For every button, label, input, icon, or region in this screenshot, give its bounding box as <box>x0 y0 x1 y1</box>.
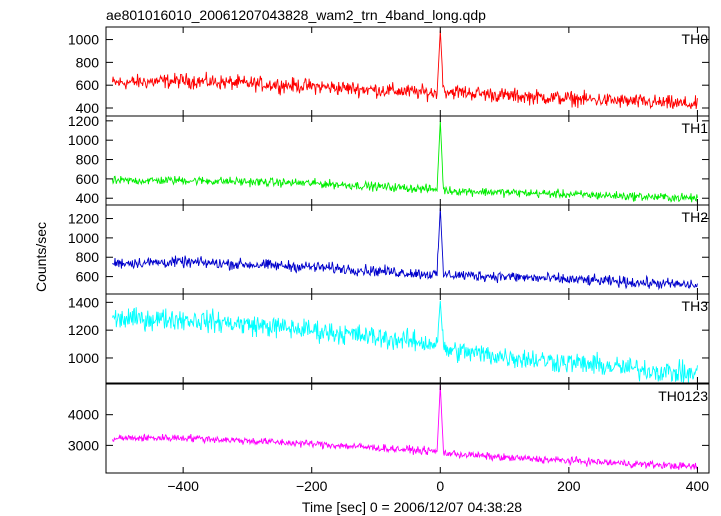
x-axis-label: Time [sec] 0 = 2006/12/07 04:38:28 <box>302 499 522 515</box>
y-axis-label: Counts/sec <box>33 222 49 292</box>
y-tick-label: 600 <box>76 171 100 187</box>
panel-label-th1: TH1 <box>682 120 709 136</box>
series-line-th3 <box>112 300 698 383</box>
panel-frame <box>105 204 710 295</box>
x-tick-label: 200 <box>557 478 581 494</box>
panel-label-th2: TH2 <box>682 209 709 225</box>
y-tick-label: 1200 <box>68 211 99 227</box>
y-tick-label: 4000 <box>68 407 99 423</box>
y-tick-label: 800 <box>76 54 100 70</box>
panel-th0: 400 600 800 1000 TH0 <box>68 26 710 117</box>
y-tick-label: 1200 <box>68 113 99 129</box>
y-tick-label: 1200 <box>68 322 99 338</box>
y-tick-label: 1000 <box>68 32 99 48</box>
panel-label-th0: TH0 <box>682 31 709 47</box>
y-tick-label: 800 <box>76 152 100 168</box>
panel-frame <box>105 293 710 384</box>
series-line-th0123 <box>112 385 698 471</box>
series-line-th0 <box>111 30 698 110</box>
x-tick-label: −400 <box>167 478 199 494</box>
panel-th0123: 3000 4000 TH0123 <box>68 383 710 474</box>
x-tick-label: −200 <box>296 478 328 494</box>
panel-frame <box>105 26 710 117</box>
y-tick-label: 400 <box>76 100 100 116</box>
panel-label-th0123: TH0123 <box>658 388 708 404</box>
panel-th1: 400 600 800 1000 1200 TH1 <box>68 113 710 206</box>
y-tick-label: 1400 <box>68 294 99 310</box>
series-line-th2 <box>112 207 698 291</box>
y-tick-label: 1000 <box>68 350 99 366</box>
series-line-th1 <box>111 120 698 203</box>
panel-label-th3: TH3 <box>682 298 709 314</box>
y-tick-label: 800 <box>76 249 100 265</box>
x-tick-label: 0 <box>436 478 444 494</box>
chart-title: ae801016010_20061207043828_wam2_trn_4ban… <box>106 7 486 23</box>
y-tick-label: 3000 <box>68 437 99 453</box>
y-tick-label: 600 <box>76 77 100 93</box>
y-tick-label: 400 <box>76 190 100 206</box>
y-tick-label: 1000 <box>68 132 99 148</box>
panel-frame <box>105 383 710 474</box>
x-axis-ticks: −400 −200 0 200 400 <box>167 478 709 494</box>
panels-layer: 400 600 800 1000 TH0 400 600 800 1000 1200 TH1 600 8… <box>68 26 710 474</box>
y-tick-label: 600 <box>76 269 100 285</box>
panel-th2: 600 800 1000 1200 TH2 <box>68 204 710 295</box>
y-tick-label: 1000 <box>68 230 99 246</box>
panel-th3: 1000 1200 1400 TH3 <box>68 293 710 384</box>
x-tick-label: 400 <box>686 478 710 494</box>
